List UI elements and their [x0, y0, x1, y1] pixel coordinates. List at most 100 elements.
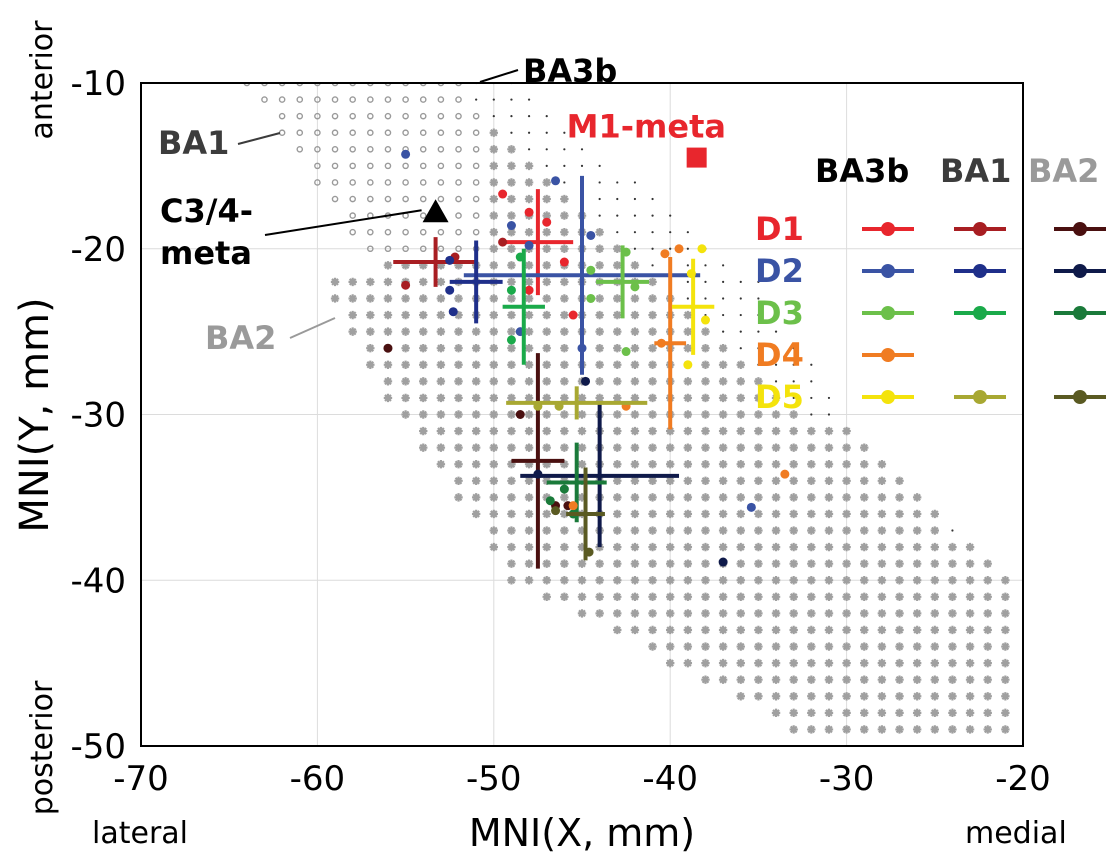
ba2-voxel [683, 609, 693, 618]
ba2-voxel [366, 344, 375, 353]
ba2-voxel [595, 310, 604, 320]
data-point [524, 285, 534, 295]
ba2-voxel [542, 526, 551, 535]
ba3b-voxel [669, 214, 672, 217]
ba2-voxel [771, 493, 781, 502]
ba1-voxel [472, 212, 480, 219]
ba3b-voxel [739, 280, 742, 283]
ba2-voxel [718, 493, 728, 502]
ba2-voxel [754, 476, 763, 485]
ba2-voxel [471, 393, 481, 403]
ba2-voxel [489, 377, 498, 386]
data-point [746, 502, 756, 512]
ba2-voxel [330, 277, 340, 287]
ba2-voxel [577, 526, 587, 535]
ba2-voxel [824, 443, 834, 452]
ba2-voxel [824, 609, 834, 618]
ba2-voxel [895, 509, 904, 519]
ba2-voxel [613, 592, 622, 602]
ba1-voxel [349, 179, 356, 186]
ba2-voxel [683, 476, 693, 485]
ba2-voxel [489, 493, 498, 502]
ba3b-voxel [563, 164, 566, 167]
data-point [568, 501, 578, 511]
ba2-voxel [789, 642, 798, 651]
ba1-voxel [472, 162, 480, 170]
ba2-voxel [507, 277, 516, 287]
x-tick-label: -20 [995, 759, 1051, 799]
x-tick-label: -60 [290, 759, 346, 799]
ba2-voxel [860, 526, 869, 535]
ba2-voxel [895, 658, 904, 668]
ba2-voxel [736, 526, 745, 535]
ba2-voxel [542, 327, 551, 336]
ba3b-voxel [580, 164, 584, 167]
ba2-voxel [948, 576, 957, 585]
ba2-voxel [542, 460, 551, 469]
ba2-voxel [666, 658, 675, 668]
ba2-voxel [507, 360, 516, 369]
ba2-voxel [507, 410, 516, 419]
ba2-voxel [419, 360, 428, 369]
ba2-voxel [718, 592, 728, 602]
ba2-voxel [489, 426, 498, 436]
ba2-voxel [419, 344, 428, 353]
ba2-voxel [419, 443, 428, 452]
ba2-voxel [1001, 642, 1010, 651]
ba2-voxel [330, 294, 340, 303]
ba2-voxel [912, 708, 922, 718]
legend-marker [881, 222, 895, 236]
ba2-voxel [807, 625, 816, 635]
ba2-voxel [560, 559, 569, 568]
ba2-voxel [648, 443, 657, 452]
ba2-voxel [948, 708, 957, 718]
ba1-voxel [384, 129, 392, 137]
ba2-voxel [383, 377, 393, 386]
ba2-voxel [754, 426, 763, 436]
ba2-voxel [366, 310, 375, 320]
ba2-voxel [842, 443, 851, 452]
ba2-voxel [983, 692, 992, 701]
ba2-voxel [789, 658, 798, 668]
series-d5-ba3b [671, 244, 715, 370]
ba2-voxel [560, 542, 569, 552]
ba2-voxel [630, 476, 640, 485]
ba2-voxel [630, 576, 640, 585]
ba2-voxel [771, 576, 781, 585]
x-tick-label: -30 [819, 759, 875, 799]
ba1-voxel [455, 212, 462, 219]
ba2-voxel [524, 460, 534, 469]
ba2-voxel [789, 443, 798, 452]
ba2-voxel [489, 294, 498, 303]
ba3b-voxel [616, 231, 619, 234]
ba2-voxel [701, 559, 710, 568]
series-d4-ba3b [568, 244, 790, 511]
ba2-voxel [613, 460, 622, 469]
ba3b-voxel [757, 297, 760, 300]
ba2-voxel [489, 526, 498, 535]
ba2-voxel [630, 377, 640, 386]
ba2-voxel [419, 261, 428, 270]
ba2-voxel [454, 443, 463, 452]
ba2-voxel [542, 410, 551, 419]
ba2-voxel [895, 725, 904, 734]
ba2-voxel [666, 592, 675, 602]
ba2-voxel [877, 708, 887, 718]
ba1-voxel [472, 228, 480, 236]
ba2-voxel [454, 377, 463, 386]
ba2-voxel [613, 393, 622, 403]
ba2-voxel [489, 145, 498, 154]
ba2-voxel [489, 327, 498, 336]
ba2-voxel [948, 658, 957, 668]
ba2-voxel [613, 493, 622, 502]
ba2-voxel [542, 194, 551, 204]
ba2-voxel [436, 327, 446, 336]
x-tick-label: -40 [642, 759, 698, 799]
ba2-voxel [948, 725, 957, 734]
ba2-voxel [666, 426, 675, 436]
ba2-voxel [560, 344, 569, 353]
ba2-voxel [419, 277, 428, 287]
ba1-voxel [349, 212, 356, 219]
ba2-voxel [824, 576, 834, 585]
ba2-voxel [842, 460, 851, 469]
